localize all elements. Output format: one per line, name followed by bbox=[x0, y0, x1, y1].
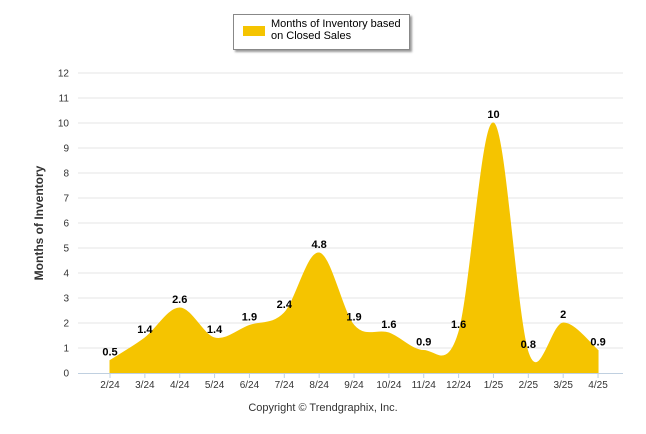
data-label: 2 bbox=[560, 309, 566, 321]
y-tick-label: 10 bbox=[58, 119, 70, 130]
area-series bbox=[109, 122, 599, 374]
y-tick-label: 3 bbox=[63, 294, 69, 305]
x-tick-label: 12/24 bbox=[446, 380, 471, 391]
data-label: 0.9 bbox=[416, 337, 431, 349]
legend-swatch bbox=[243, 26, 265, 36]
y-tick-label: 0 bbox=[63, 369, 69, 380]
area-fill bbox=[109, 122, 599, 374]
data-label: 2.4 bbox=[277, 299, 293, 311]
data-label: 1.6 bbox=[381, 319, 396, 331]
x-tick-label: 1/25 bbox=[484, 380, 504, 391]
y-tick-label: 1 bbox=[63, 344, 69, 355]
y-tick-label: 6 bbox=[63, 219, 69, 230]
x-tick-label: 4/25 bbox=[588, 380, 608, 391]
y-axis-label: Months of Inventory bbox=[32, 165, 46, 280]
x-tick-label: 10/24 bbox=[376, 380, 401, 391]
copyright-credit: Copyright © Trendgraphix, Inc. bbox=[248, 402, 398, 414]
x-tick-label: 7/24 bbox=[275, 380, 295, 391]
data-label: 0.5 bbox=[102, 347, 117, 359]
x-tick-label: 6/24 bbox=[240, 380, 260, 391]
y-tick-label: 12 bbox=[58, 69, 70, 80]
y-tick-label: 11 bbox=[59, 94, 70, 105]
x-tick-label: 2/24 bbox=[100, 380, 120, 391]
data-label: 1.6 bbox=[451, 319, 466, 331]
data-label: 1.9 bbox=[346, 312, 361, 324]
x-tick-label: 9/24 bbox=[344, 380, 364, 391]
x-tick-label: 8/24 bbox=[309, 380, 329, 391]
y-tick-label: 9 bbox=[63, 144, 69, 155]
y-tick-label: 7 bbox=[63, 194, 69, 205]
x-tick-label: 3/25 bbox=[553, 380, 573, 391]
grid-lines bbox=[78, 72, 623, 349]
data-label: 1.9 bbox=[242, 312, 257, 324]
legend[interactable]: Months of Inventory based on Closed Sale… bbox=[233, 14, 410, 50]
data-label: 0.9 bbox=[590, 337, 605, 349]
data-label: 1.4 bbox=[137, 324, 153, 336]
data-labels: 0.5 1.4 2.6 1.4 1.9 2.4 4.8 1.9 1.6 0.9 1.6 10 0.8 2 0… bbox=[102, 109, 605, 359]
y-tick-label: 5 bbox=[63, 244, 69, 255]
y-tick-label: 4 bbox=[63, 269, 69, 280]
data-label: 4.8 bbox=[312, 239, 327, 251]
data-label: 1.4 bbox=[207, 324, 223, 336]
data-label: 2.6 bbox=[172, 294, 187, 306]
x-tick-label: 11/24 bbox=[412, 380, 437, 391]
y-tick-label: 8 bbox=[63, 169, 69, 180]
y-tick-label: 2 bbox=[63, 319, 69, 330]
x-tick-label: 4/24 bbox=[170, 380, 190, 391]
x-tick-label: 3/24 bbox=[135, 380, 155, 391]
data-label: 10 bbox=[487, 109, 499, 121]
x-tick-labels: 2/24 3/24 4/24 5/24 6/24 7/24 8/24 9/24 10/24 11/… bbox=[100, 380, 608, 391]
x-tick-label: 5/24 bbox=[205, 380, 225, 391]
data-label: 0.8 bbox=[521, 339, 536, 351]
legend-label: Months of Inventory based on Closed Sale… bbox=[271, 18, 401, 42]
axes bbox=[78, 373, 623, 378]
x-tick-label: 2/25 bbox=[519, 380, 539, 391]
